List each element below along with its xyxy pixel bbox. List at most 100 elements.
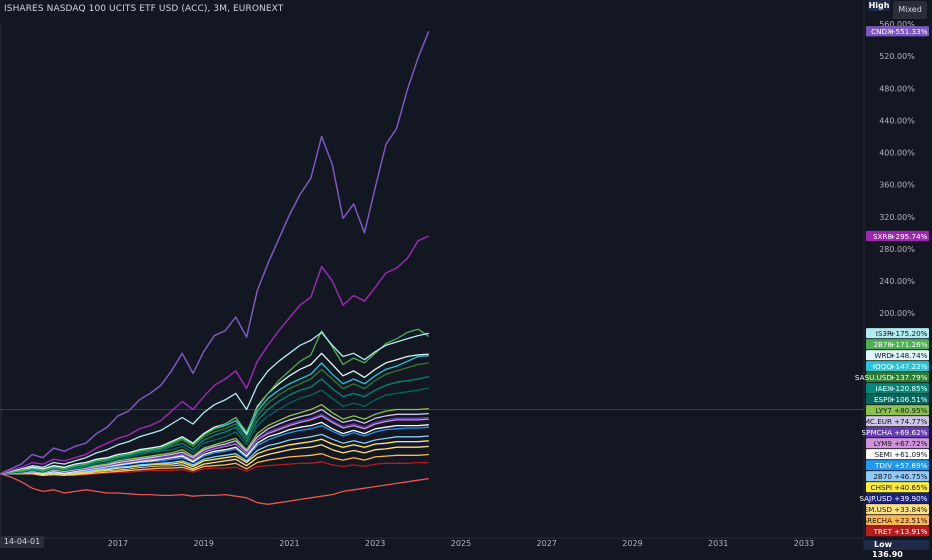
low-badge: Low 136.90 bbox=[864, 540, 929, 559]
series-tag-name: IS3R bbox=[876, 329, 892, 338]
series-line-spmcha[interactable] bbox=[0, 413, 429, 475]
series-tag-sasu-usd[interactable]: SASU.USD+137.79% bbox=[855, 372, 929, 383]
series-tag-name: ESP0 bbox=[874, 395, 892, 404]
series-tag-slmc-eur[interactable]: SLMC.EUR +74.77% bbox=[855, 416, 929, 427]
series-line-wrd[interactable] bbox=[0, 352, 429, 475]
x-tick-label: 2019 bbox=[193, 539, 213, 548]
series-tag-name: IQQQ bbox=[873, 362, 892, 371]
series-tag-chspi[interactable]: CHSPI +40.65% bbox=[866, 482, 929, 493]
series-tag-name: SPMCHA bbox=[862, 428, 893, 437]
series-tag-esp0[interactable]: ESP0+106.51% bbox=[866, 394, 929, 405]
series-tag-iqqq[interactable]: IQQQ+147.22% bbox=[866, 361, 929, 372]
series-tag-bg bbox=[866, 372, 929, 383]
series-line-esp0[interactable] bbox=[0, 387, 429, 475]
series-tag-name: SRECHA bbox=[863, 516, 893, 525]
series-tag-bg bbox=[866, 394, 929, 405]
series-tag-bg bbox=[866, 504, 929, 515]
y-tick-label: 400.00% bbox=[879, 149, 915, 158]
series-tag-name: SXR8 bbox=[873, 232, 892, 241]
series-tag-bg bbox=[866, 493, 929, 504]
series-line-2b76[interactable] bbox=[0, 328, 430, 475]
x-tick-label: 2023 bbox=[365, 539, 385, 548]
series-line-sxr8[interactable] bbox=[0, 235, 430, 475]
series-tag-name: 2B76 bbox=[873, 340, 892, 349]
mixed-scale-button[interactable]: Mixed bbox=[893, 1, 927, 19]
series-tag-bg bbox=[866, 416, 929, 427]
series-tag-name: SAEM.USD bbox=[854, 505, 892, 514]
y-tick-label: 480.00% bbox=[879, 84, 915, 93]
x-tick-label: 2029 bbox=[622, 539, 642, 548]
y-tick-label: 280.00% bbox=[879, 245, 915, 254]
series-tag-value: +148.74% bbox=[889, 351, 927, 360]
series-tag-2b70[interactable]: 2B70 +46.75% bbox=[866, 471, 929, 482]
y-tick-label: 520.00% bbox=[879, 52, 915, 61]
series-line-iaex[interactable] bbox=[0, 375, 429, 475]
cursor-date-badge: 14-04-01 bbox=[0, 536, 44, 548]
series-tag-value: +61.09% bbox=[894, 450, 928, 459]
series-line-chspi[interactable] bbox=[0, 438, 429, 476]
series-tag-iaex[interactable]: IAEX+120.85% bbox=[866, 383, 929, 394]
series-line-cndx[interactable] bbox=[0, 30, 430, 475]
series-tag-value: +67.72% bbox=[894, 439, 928, 448]
series-tag-sxr8[interactable]: SXR8+295.74% bbox=[866, 230, 929, 242]
series-tag-bg bbox=[866, 339, 929, 350]
series-tag-tdiv[interactable]: TDIV +57.69% bbox=[866, 460, 929, 471]
series-line-semi[interactable] bbox=[0, 421, 429, 475]
series-tag-value: +171.26% bbox=[889, 340, 927, 349]
series-tag-bg bbox=[866, 482, 929, 493]
series-tag-name: TRET bbox=[873, 527, 893, 536]
series-tag-spmcha[interactable]: SPMCHA +69.62% bbox=[862, 427, 929, 438]
series-line-srecha[interactable] bbox=[0, 453, 429, 477]
series-tag-name: 2B70 bbox=[873, 472, 892, 481]
series-tag-value: +39.90% bbox=[894, 494, 928, 503]
series-tag-saem-usd[interactable]: SAEM.USD +33.84% bbox=[854, 504, 929, 515]
series-line-is3r[interactable] bbox=[0, 331, 429, 475]
x-tick-label: 2027 bbox=[537, 539, 557, 548]
chart-title: ISHARES NASDAQ 100 UCITS ETF USD (ACC), … bbox=[4, 4, 284, 14]
series-tag-bg bbox=[866, 26, 929, 37]
series-line-slmc-eur[interactable] bbox=[0, 408, 429, 475]
series-tag-value: +551.33% bbox=[889, 27, 927, 36]
series-tag-tret[interactable]: TRET +13.91% bbox=[866, 526, 929, 537]
series-tag-wrd[interactable]: WRD+148.74% bbox=[866, 350, 929, 361]
series-tag-bg bbox=[866, 361, 929, 372]
series-tag-is3r[interactable]: IS3R+175.20% bbox=[866, 328, 929, 339]
series-tag-semi[interactable]: SEMI +61.09% bbox=[866, 449, 929, 460]
series-tag-name: SLMC.EUR bbox=[855, 417, 892, 426]
series-tag-srecha[interactable]: SRECHA +23.51% bbox=[863, 515, 929, 526]
series-tag-name: LYM9 bbox=[874, 439, 893, 448]
series-tag-value: +46.75% bbox=[894, 472, 928, 481]
series-tag-sajp-usd[interactable]: SAJP.USD +39.90% bbox=[859, 493, 929, 504]
series-tag-value: +74.77% bbox=[894, 417, 928, 426]
y-tick-label: 360.00% bbox=[879, 181, 915, 190]
series-tag-bg bbox=[866, 449, 929, 460]
series-tag-value: +57.69% bbox=[894, 461, 928, 470]
series-line-saem-usd[interactable] bbox=[0, 444, 429, 477]
series-line-unlabeled[interactable] bbox=[0, 473, 429, 505]
series-tag-value: +69.62% bbox=[894, 428, 928, 437]
series-tag-name: TDIV bbox=[874, 461, 892, 470]
series-tag-lym9[interactable]: LYM9 +67.72% bbox=[866, 438, 929, 449]
series-tag-value: +40.65% bbox=[894, 483, 928, 492]
y-tick-label: 320.00% bbox=[879, 213, 915, 222]
x-tick-label: 2025 bbox=[451, 539, 471, 548]
series-tag-name: SASU.USD bbox=[855, 373, 893, 382]
series-tag-lyy7[interactable]: LYY7 +80.95% bbox=[866, 405, 929, 416]
series-tag-bg bbox=[866, 328, 929, 339]
series-tag-2b76[interactable]: 2B76+171.26% bbox=[866, 339, 929, 350]
series-tag-value: +23.51% bbox=[894, 516, 928, 525]
series-tag-bg bbox=[866, 471, 929, 482]
series-tag-bg bbox=[866, 427, 929, 438]
series-tag-cndx[interactable]: CNDX+551.33% bbox=[866, 26, 929, 37]
y-tick-label: 440.00% bbox=[879, 116, 915, 125]
series-lines bbox=[0, 24, 864, 538]
series-tag-value: +80.95% bbox=[894, 406, 928, 415]
series-tag-value: +33.84% bbox=[894, 505, 928, 514]
series-tag-bg bbox=[866, 383, 929, 394]
series-tag-bg bbox=[866, 405, 929, 416]
series-tag-bg bbox=[866, 350, 929, 361]
x-tick-label: 2033 bbox=[794, 539, 814, 548]
low-value: 136.90 bbox=[872, 550, 903, 559]
